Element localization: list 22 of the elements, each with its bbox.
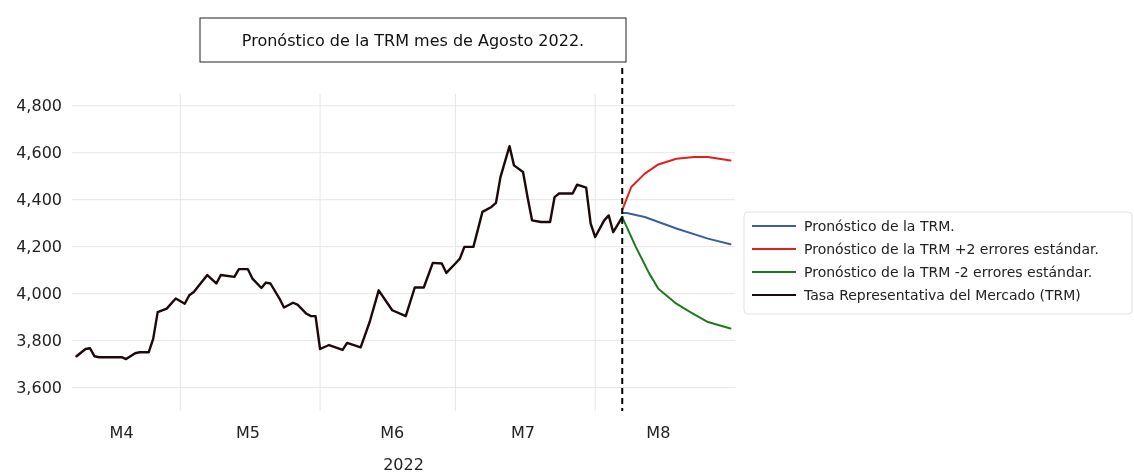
legend-label: Tasa Representativa del Mercado (TRM) bbox=[803, 286, 1081, 303]
y-tick-label: 3,600 bbox=[16, 378, 62, 398]
y-tick-label: 4,200 bbox=[16, 237, 62, 257]
x-tick-label: M8 bbox=[646, 423, 671, 442]
legend-label: Pronóstico de la TRM +2 errores estándar. bbox=[804, 240, 1099, 257]
legend-label: Pronóstico de la TRM. bbox=[804, 217, 955, 234]
y-tick-label: 4,600 bbox=[16, 143, 62, 163]
line-series bbox=[621, 155, 732, 212]
x-tick-label: M5 bbox=[235, 423, 260, 442]
y-tick-label: 4,400 bbox=[16, 190, 62, 210]
y-tick-label: 3,800 bbox=[16, 331, 62, 351]
legend-label: Pronóstico de la TRM -2 errores estándar. bbox=[804, 263, 1093, 280]
line-series bbox=[621, 212, 732, 246]
x-axis-title: 2022 bbox=[383, 455, 424, 474]
chart-title: Pronóstico de la TRM mes de Agosto 2022. bbox=[241, 31, 585, 50]
y-tick-label: 4,000 bbox=[16, 284, 62, 304]
line-series bbox=[621, 216, 732, 330]
x-tick-label: M6 bbox=[380, 423, 405, 442]
y-tick-label: 4,800 bbox=[16, 96, 62, 116]
x-tick-label: M4 bbox=[109, 423, 134, 442]
x-tick-label: M7 bbox=[511, 423, 536, 442]
line-series bbox=[75, 144, 624, 361]
